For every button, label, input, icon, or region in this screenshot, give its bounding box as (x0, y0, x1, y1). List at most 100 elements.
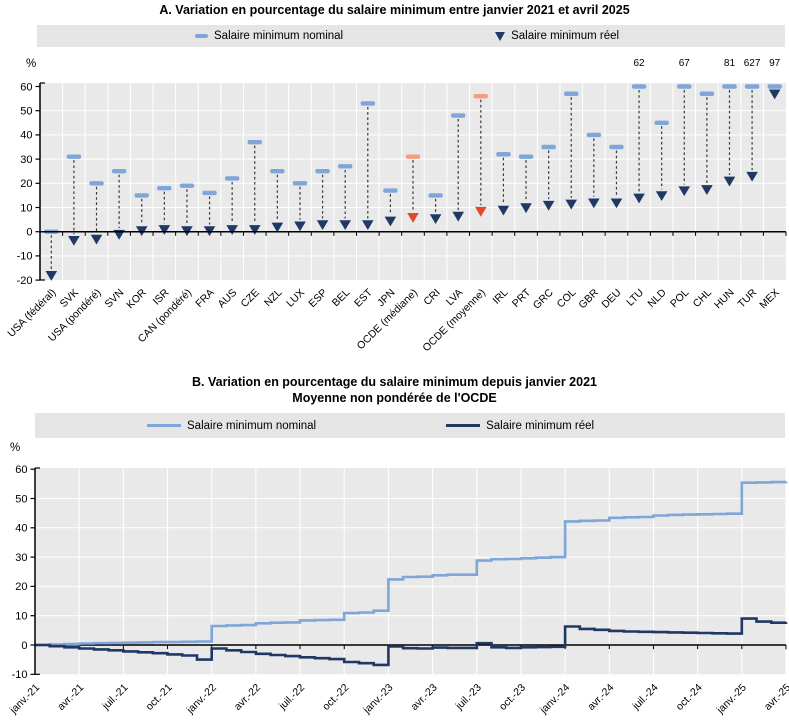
nominal-marker (699, 91, 715, 96)
real-marker (588, 198, 600, 209)
category-label: FRA (193, 287, 216, 310)
nominal-marker (270, 169, 285, 174)
nominal-dash-icon (195, 34, 208, 38)
category-label: KOR (124, 286, 149, 311)
x-tick-label: janv.-22 (184, 682, 219, 717)
panel-b-subtitle: Moyenne non pondérée de l'OCDE (292, 391, 497, 405)
x-tick-label: avr.-24 (585, 682, 616, 713)
nominal-marker (744, 84, 760, 89)
real-triangle-icon (495, 31, 506, 41)
real-marker (407, 212, 419, 223)
real-marker (158, 225, 171, 235)
category-label: POL (668, 287, 691, 310)
real-marker (271, 222, 284, 233)
nominal-marker (292, 181, 308, 186)
x-tick-label: janv.-23 (360, 682, 395, 717)
real-marker (678, 186, 691, 197)
nominal-marker (428, 193, 443, 198)
x-tick-label: avr.-25 (762, 682, 789, 713)
y-tick-label: 40 (20, 130, 32, 142)
real-marker (316, 220, 329, 231)
category-label: ESP (306, 287, 329, 310)
y-tick-label: 20 (20, 178, 32, 190)
real-marker (68, 235, 80, 246)
legend-label-real: Salaire minimum réel (486, 419, 595, 432)
clipped-value-label: 627 (744, 58, 761, 69)
real-marker (475, 206, 487, 217)
y-tick-label: -10 (12, 669, 28, 681)
nominal-step-line (35, 480, 788, 647)
y-tick-label: 40 (15, 523, 27, 535)
y-tick-label: 30 (15, 552, 27, 564)
x-tick-label: juil.-21 (99, 682, 130, 713)
y-tick-label: 0 (21, 640, 27, 652)
category-label: MEX (757, 287, 782, 312)
nominal-marker (654, 120, 669, 125)
y-tick-label: 0 (26, 227, 32, 239)
category-label: LUX (284, 287, 307, 310)
nominal-marker (473, 93, 489, 99)
real-marker (610, 198, 623, 209)
nominal-marker (315, 169, 330, 174)
real-marker (226, 225, 238, 235)
category-label: NZL (262, 287, 285, 310)
category-label: CHL (691, 287, 714, 310)
nominal-marker (224, 176, 240, 181)
real-marker (542, 200, 555, 211)
x-tick-label: janv.-21 (7, 682, 42, 717)
y-tick-label: 30 (20, 154, 32, 166)
nominal-marker (111, 169, 127, 174)
y-tick-label: 60 (20, 81, 32, 93)
panel-b-legend: Salaire minimum nominal Salaire minimum … (35, 413, 785, 438)
category-label: LTU (624, 287, 646, 309)
category-label: HUN (712, 287, 737, 312)
nominal-line-icon (147, 423, 181, 428)
legend-label-real: Salaire minimum réel (511, 30, 620, 42)
legend-label-nominal: Salaire minimum nominal (187, 419, 317, 432)
real-line-icon (446, 423, 481, 428)
y-tick-label: 50 (15, 493, 27, 505)
legend-item-nominal: Salaire minimum nominal (195, 30, 343, 42)
category-label: IRL (491, 287, 511, 307)
real-marker (723, 176, 736, 187)
real-marker (768, 89, 781, 100)
legend-item-real: Salaire minimum réel (495, 30, 619, 42)
x-tick-label: oct.-24 (674, 682, 705, 713)
nominal-marker (247, 139, 262, 145)
panel-a-title: A. Variation en pourcentage du salaire m… (159, 3, 630, 17)
x-tick-label: avr.-23 (409, 682, 440, 713)
panel-a-legend: Salaire minimum nominal Salaire minimum … (37, 25, 785, 47)
category-label: PRT (510, 286, 534, 310)
nominal-marker (496, 152, 511, 157)
nominal-marker (451, 113, 466, 118)
nominal-marker (157, 185, 172, 191)
x-tick-label: oct.-22 (320, 682, 351, 713)
x-tick-label: juil.-22 (276, 682, 307, 713)
y-tick-label: 10 (15, 611, 27, 623)
real-marker (294, 221, 306, 232)
category-label: GBR (576, 286, 601, 311)
nominal-marker (564, 91, 579, 96)
y-tick-label: 60 (15, 464, 27, 476)
nominal-marker (677, 84, 692, 89)
real-marker (429, 214, 442, 224)
nominal-marker (609, 144, 624, 150)
real-marker (633, 193, 645, 204)
clipped-value-label: 81 (724, 58, 736, 69)
x-tick-label: janv.-24 (537, 682, 572, 717)
legend-item-nominal-line: Salaire minimum nominal (147, 420, 316, 432)
x-tick-label: juil.-23 (453, 682, 484, 713)
x-tick-label: avr.-21 (55, 682, 86, 713)
legend-item-real-line: Salaire minimum réel (446, 420, 594, 432)
clipped-value-label: 62 (633, 58, 645, 69)
x-tick-label: juil.-24 (630, 682, 661, 713)
real-marker (452, 211, 465, 222)
category-label: AUS (216, 287, 240, 311)
nominal-marker (722, 84, 737, 89)
nominal-marker (631, 84, 647, 89)
real-marker (565, 199, 578, 210)
x-tick-label: oct.-21 (143, 682, 174, 713)
nominal-marker (337, 164, 353, 169)
